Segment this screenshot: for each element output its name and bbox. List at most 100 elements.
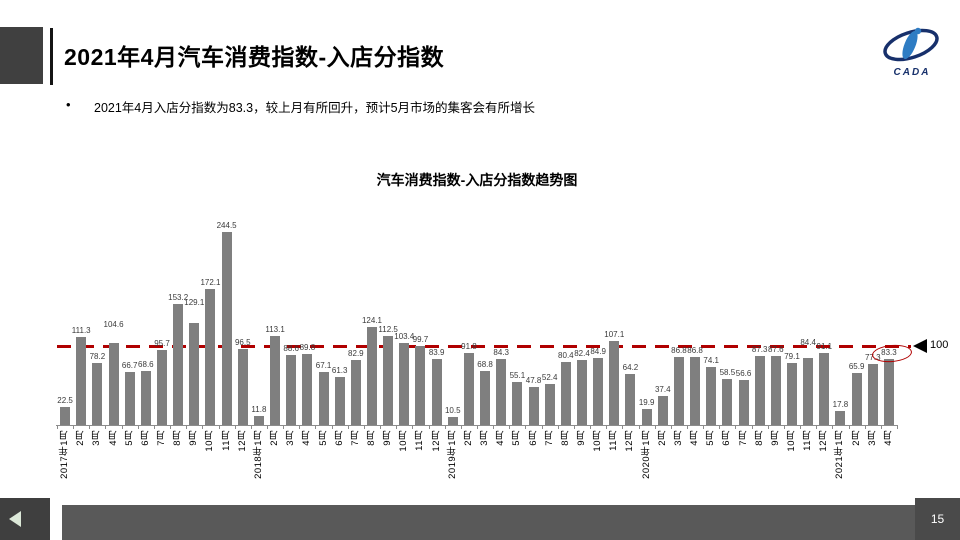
x-axis-tick <box>396 425 398 429</box>
bar <box>157 349 167 425</box>
cada-logo: CADA <box>878 24 946 82</box>
x-axis-label: 3月 <box>479 430 491 446</box>
x-axis-tick <box>121 425 123 429</box>
x-axis-tick <box>493 425 495 429</box>
bar-value-label: 129.1 <box>184 298 205 308</box>
bar <box>722 378 733 425</box>
bar-value-label: 96.5 <box>234 337 251 347</box>
nav-back-button[interactable] <box>0 498 50 540</box>
x-axis-label: 2018年1月 <box>252 430 264 479</box>
page-number: 15 <box>915 498 960 540</box>
x-axis-label: 10月 <box>592 430 604 452</box>
x-axis-label: 11月 <box>414 430 426 451</box>
bar <box>787 362 797 425</box>
x-axis-label: 8月 <box>172 430 184 446</box>
bar <box>431 358 442 425</box>
x-axis-tick <box>880 425 882 429</box>
bar-value-label: 79.1 <box>784 351 800 361</box>
bar <box>480 370 491 425</box>
bar-value-label: 111.3 <box>71 326 91 336</box>
x-axis-tick <box>848 425 850 429</box>
x-axis-tick <box>816 425 818 429</box>
bar <box>754 356 765 425</box>
x-axis-label: 5月 <box>511 430 523 446</box>
bar-value-label: 66.7 <box>121 361 138 371</box>
bar-value-label: 99.7 <box>412 335 429 345</box>
bar-value-label: 65.9 <box>848 362 865 372</box>
x-axis-tick <box>283 425 285 429</box>
x-axis-label: 6月 <box>333 430 345 446</box>
x-axis-tick <box>751 425 753 429</box>
bar <box>835 410 846 425</box>
x-axis-label: 2021年1月 <box>834 430 846 479</box>
x-axis-label: 4月 <box>495 430 507 446</box>
x-axis-tick <box>654 425 656 429</box>
title-decoration-square <box>0 27 43 84</box>
x-axis-tick <box>590 425 592 429</box>
x-axis-tick <box>89 425 91 429</box>
bullet-text: 2021年4月入店分指数为83.3，较上月有所回升，预计5月市场的集客会有所增长 <box>94 101 536 115</box>
x-axis-label: 12月 <box>624 430 636 452</box>
chart-title: 汽车消费指数-入店分指数趋势图 <box>376 172 578 188</box>
bar-value-label: 67.1 <box>315 361 332 371</box>
bar-value-label: 172.1 <box>200 278 221 288</box>
x-axis-tick <box>687 425 688 429</box>
bar-value-label: 11.8 <box>251 404 267 414</box>
bar-value-label: 86.8 <box>671 345 687 355</box>
bar-value-label: 52.4 <box>541 372 558 382</box>
bar-value-label: 19.9 <box>638 398 655 408</box>
bar <box>819 353 830 425</box>
bar <box>415 346 426 425</box>
x-axis-label: 5月 <box>317 430 329 446</box>
bar <box>609 340 620 425</box>
x-axis-label: 7月 <box>156 430 167 446</box>
x-axis-tick <box>557 425 559 429</box>
bar <box>221 232 232 425</box>
x-axis-label: 2月 <box>462 430 474 446</box>
chart-plot-area: 100 22.5 2017年1月 111.3 2月 78.2 3月 104.6 4月 66.7 5月… <box>56 220 960 500</box>
bar <box>173 304 184 425</box>
x-axis-label: 2月 <box>850 430 862 446</box>
bar <box>189 323 200 425</box>
x-axis-label: 4月 <box>882 430 894 446</box>
x-axis-label: 9月 <box>576 430 587 446</box>
x-axis-tick <box>670 425 672 429</box>
bar <box>286 355 297 425</box>
x-axis-label: 6月 <box>139 430 151 446</box>
bar-value-label: 78.2 <box>89 352 106 362</box>
bar <box>92 363 103 425</box>
bar-value-label: 47.8 <box>525 376 542 386</box>
x-axis-tick <box>137 425 139 429</box>
bar-value-label: 82.4 <box>574 349 590 359</box>
x-axis-tick <box>428 425 430 429</box>
reference-marker-icon <box>913 339 927 354</box>
x-axis-label: 11月 <box>802 430 814 451</box>
x-axis-tick <box>250 425 252 429</box>
bar <box>528 387 539 425</box>
bar-value-label: 17.8 <box>832 399 849 409</box>
x-axis-label: 11月 <box>608 430 620 451</box>
bar <box>738 380 749 425</box>
footer-bar: 15 <box>62 498 960 540</box>
bar-value-label: 87.6 <box>768 344 784 354</box>
x-axis-label: 5月 <box>705 430 717 446</box>
x-axis-label: 7月 <box>737 430 749 446</box>
x-axis-tick <box>509 425 511 429</box>
x-axis-label: 2019年1月 <box>446 430 458 479</box>
bar-value-label: 10.5 <box>444 405 461 415</box>
bar <box>270 335 281 425</box>
x-axis-tick <box>606 425 608 429</box>
x-axis-label: 3月 <box>91 430 103 446</box>
bar-value-label: 84.9 <box>590 347 606 357</box>
reference-line-label: 100 <box>930 339 949 352</box>
x-axis-label: 2017年1月 <box>59 430 71 479</box>
x-axis-label: 2月 <box>269 430 281 446</box>
bar-value-label: 22.5 <box>57 396 73 406</box>
x-axis-tick <box>767 425 769 429</box>
x-axis-tick <box>412 425 414 429</box>
x-axis-tick <box>622 425 624 429</box>
x-axis-tick <box>380 425 382 429</box>
bar <box>706 366 717 425</box>
cada-logo-icon: CADA <box>883 27 939 78</box>
x-axis-tick <box>186 425 188 429</box>
